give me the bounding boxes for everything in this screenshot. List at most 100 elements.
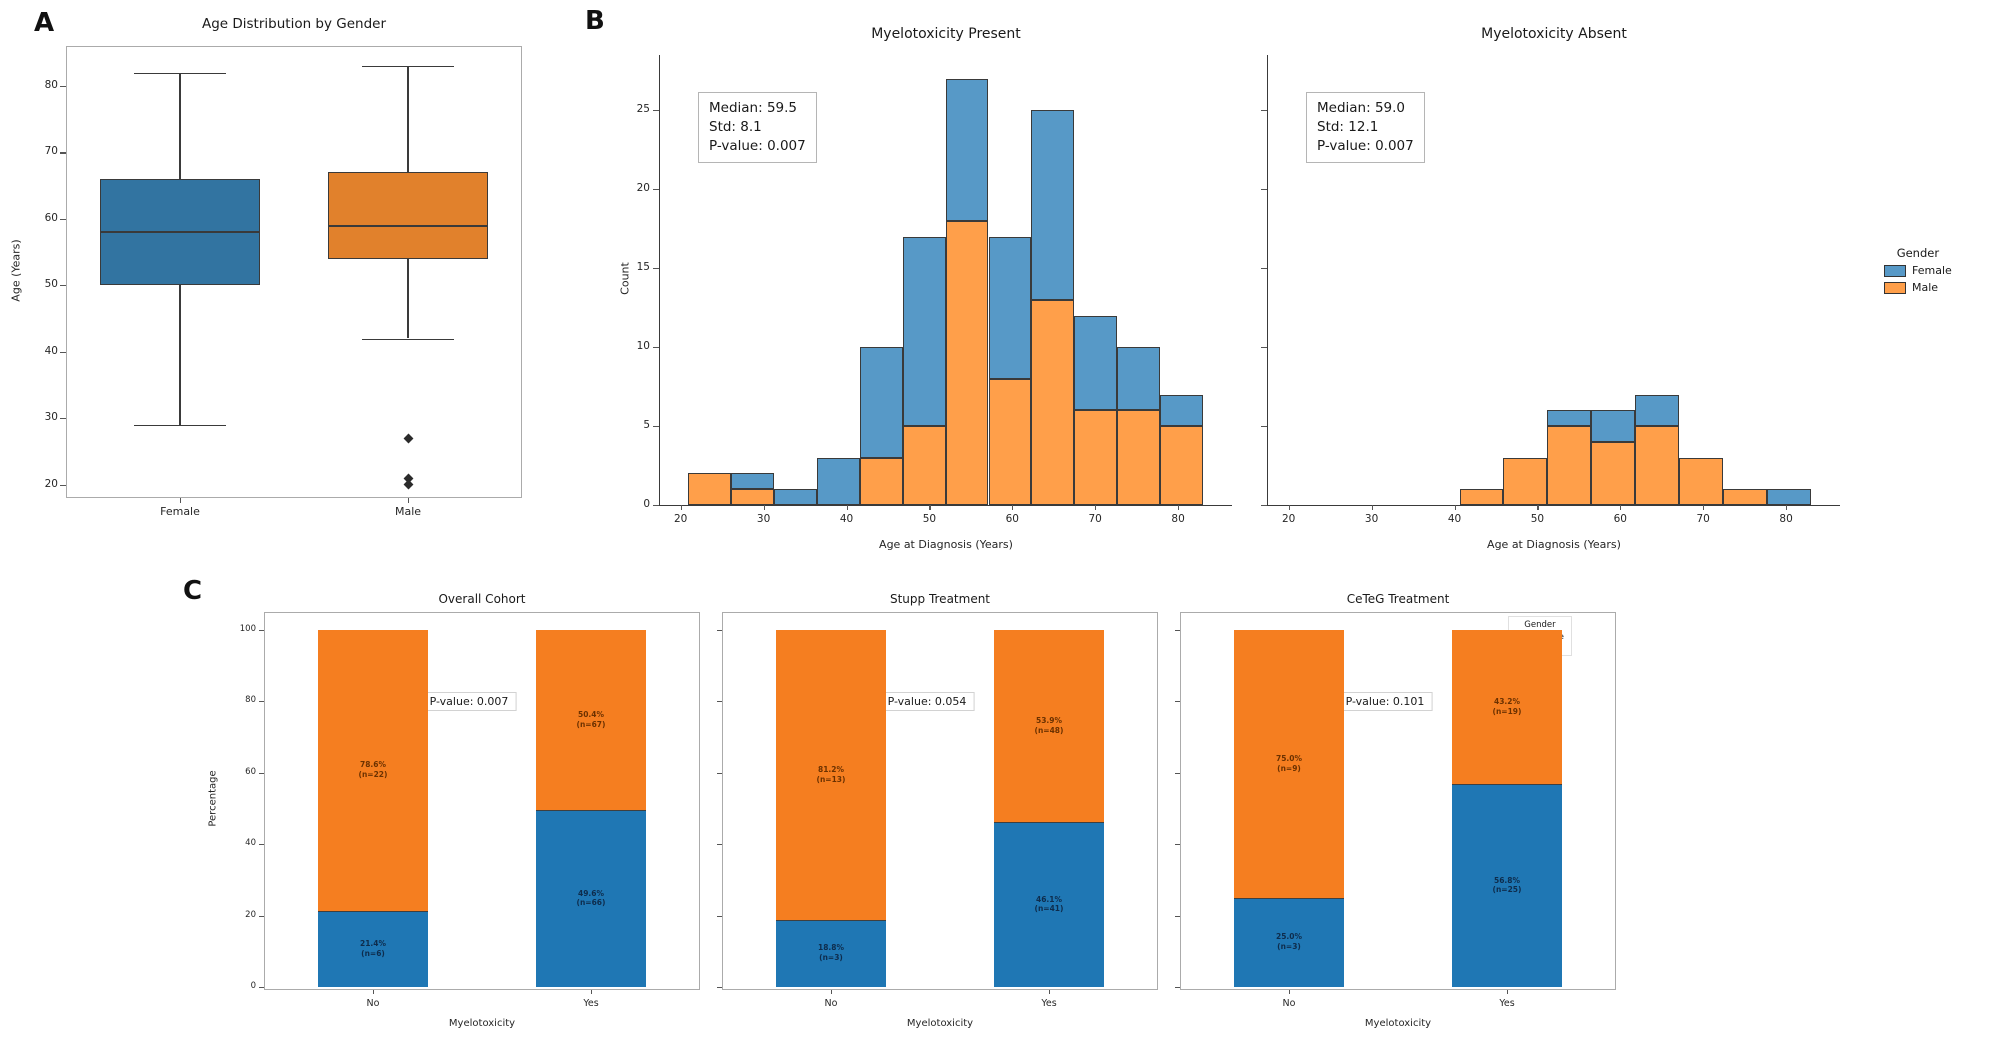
- segment-pct: 43.2%: [1493, 697, 1521, 707]
- segment-label: 49.6% (n=66): [536, 889, 646, 909]
- x-tick-mark: [1537, 505, 1539, 510]
- stats-box-absent: Median: 59.0 Std: 12.1 P-value: 0.007: [1306, 92, 1425, 163]
- stacked-overall-xlabel: Myelotoxicity: [448, 1018, 516, 1029]
- hist-bar-male-segment: [902, 426, 946, 505]
- pvalue-annotation-overall: P-value: 0.007: [421, 692, 517, 711]
- hist-present-xlabel: Age at Diagnosis (Years): [879, 538, 1013, 551]
- x-tick-label: 60: [1613, 513, 1627, 525]
- segment-pct: 18.8%: [817, 943, 845, 953]
- x-tick-mark: [831, 990, 832, 994]
- hist-bar-female-segment: [988, 236, 1032, 379]
- left-spine: [1266, 55, 1268, 507]
- segment-pct: 21.4%: [359, 938, 387, 948]
- x-tick-label: 80: [1779, 513, 1793, 525]
- y-tick-label: 40: [44, 344, 58, 357]
- x-tick-label: 30: [756, 513, 771, 525]
- hist-bar-female-segment: [1635, 394, 1680, 427]
- hist-bar-male-segment: [1503, 457, 1548, 505]
- segment-n: (n=3): [819, 953, 843, 963]
- panel-c-label: C: [183, 576, 203, 606]
- pvalue-annotation-stupp: P-value: 0.054: [879, 692, 975, 711]
- x-tick-mark: [1095, 505, 1097, 510]
- x-tick-mark: [591, 990, 592, 994]
- hist-bar-female-segment: [859, 347, 903, 458]
- x-tick-mark: [680, 505, 682, 510]
- hist-bar-female-segment: [731, 473, 774, 490]
- hist-bar-female-segment: [1031, 110, 1075, 300]
- stats-box-present: Median: 59.5 Std: 8.1 P-value: 0.007: [698, 92, 817, 163]
- segment-label seglab: 53.9% (n=48): [994, 716, 1104, 736]
- y-tick-mark: [259, 701, 264, 703]
- segment-pct: 78.6%: [359, 760, 387, 770]
- x-tick-label: Male: [394, 505, 422, 518]
- x-tick-mark: [373, 990, 374, 994]
- hist-absent-title: Myelotoxicity Absent: [1481, 26, 1627, 42]
- segment-label: 21.4% (n=6): [318, 939, 428, 959]
- segment-n: (n=48): [1034, 725, 1064, 735]
- y-tick-label: 50: [44, 278, 58, 291]
- y-tick-mark: [1261, 505, 1267, 507]
- segment-pct: 81.2%: [817, 764, 845, 774]
- stats-pvalue-line: P-value: 0.007: [1317, 137, 1414, 154]
- axes-frame: [66, 46, 522, 498]
- segment-pct: 50.4%: [577, 710, 605, 719]
- y-tick-mark: [60, 351, 66, 353]
- stacked-bar-male-segment: [776, 630, 886, 920]
- stacked-overall-title: Overall Cohort: [438, 592, 526, 606]
- y-tick-label: 40: [245, 838, 256, 849]
- axes-frame: [264, 612, 700, 990]
- x-tick-mark: [1012, 505, 1014, 510]
- stacked-stupp-title: Stupp Treatment: [889, 592, 991, 606]
- left-spine: [658, 55, 660, 507]
- box-whisker-cap: [362, 338, 454, 341]
- x-tick-mark: [1288, 505, 1290, 510]
- stacked-bar-female-segment: [776, 919, 886, 987]
- y-tick-mark: [1175, 987, 1180, 988]
- segment-n: (n=66): [576, 898, 606, 908]
- bottom-spine: [658, 505, 1232, 507]
- hist-absent-xlabel: Age at Diagnosis (Years): [1487, 538, 1621, 551]
- segment-n: (n=22): [358, 770, 388, 780]
- stats-std-line: Std: 8.1: [709, 118, 762, 135]
- hist-bar-male-segment: [988, 378, 1032, 505]
- stacked-bar-male-segment: [318, 630, 428, 911]
- stacked-bar-male-segment: [536, 630, 646, 810]
- x-tick-label: Yes: [583, 998, 599, 1009]
- y-tick-mark: [653, 110, 659, 112]
- y-tick-mark: [653, 426, 659, 428]
- x-tick-mark: [929, 505, 931, 510]
- x-tick-label: Female: [160, 505, 200, 518]
- pvalue-annotation-ceteg: P-value: 0.101: [1337, 692, 1433, 711]
- x-tick-label: 30: [1364, 513, 1379, 525]
- hist-bar-male-segment: [859, 457, 903, 505]
- segment-pct: 49.6%: [577, 888, 605, 898]
- axes-frame: [722, 612, 1158, 990]
- x-tick-label: 50: [922, 513, 937, 525]
- male-swatch-icon: [1884, 281, 1906, 294]
- stacked-bar-female-segment: [1234, 897, 1344, 988]
- x-tick-label: 50: [1530, 513, 1545, 525]
- x-tick-mark: [846, 505, 848, 510]
- x-tick-mark: [1786, 505, 1788, 510]
- stats-median-line: Median: 59.5: [709, 100, 798, 116]
- x-tick-mark: [1703, 505, 1705, 510]
- x-tick-mark: [763, 505, 765, 510]
- y-tick-label: 20: [245, 909, 256, 920]
- legend-item-male: Male: [1884, 281, 1952, 294]
- y-tick-mark: [717, 987, 722, 988]
- x-tick-mark: [1620, 505, 1622, 510]
- hist-bar-female-segment: [1160, 394, 1203, 427]
- stacked-ceteg-xlabel: Myelotoxicity: [1364, 1018, 1432, 1029]
- segment-pct: 56.8%: [1493, 875, 1521, 885]
- segment-n: (n=67): [576, 719, 606, 729]
- segment-label seglab: 50.4% (n=67): [536, 710, 646, 730]
- hist-bar-male-segment: [731, 489, 774, 505]
- y-tick-label: 10: [636, 340, 650, 353]
- hist-bar-female-segment: [1547, 410, 1592, 427]
- segment-label seglab: 75.0% (n=9): [1234, 754, 1344, 774]
- box-whisker-cap: [134, 72, 226, 75]
- y-tick-label: 30: [44, 411, 58, 424]
- x-tick-label: Yes: [1499, 998, 1515, 1009]
- y-tick-mark: [60, 285, 66, 287]
- legend-item-female: Female: [1884, 264, 1952, 277]
